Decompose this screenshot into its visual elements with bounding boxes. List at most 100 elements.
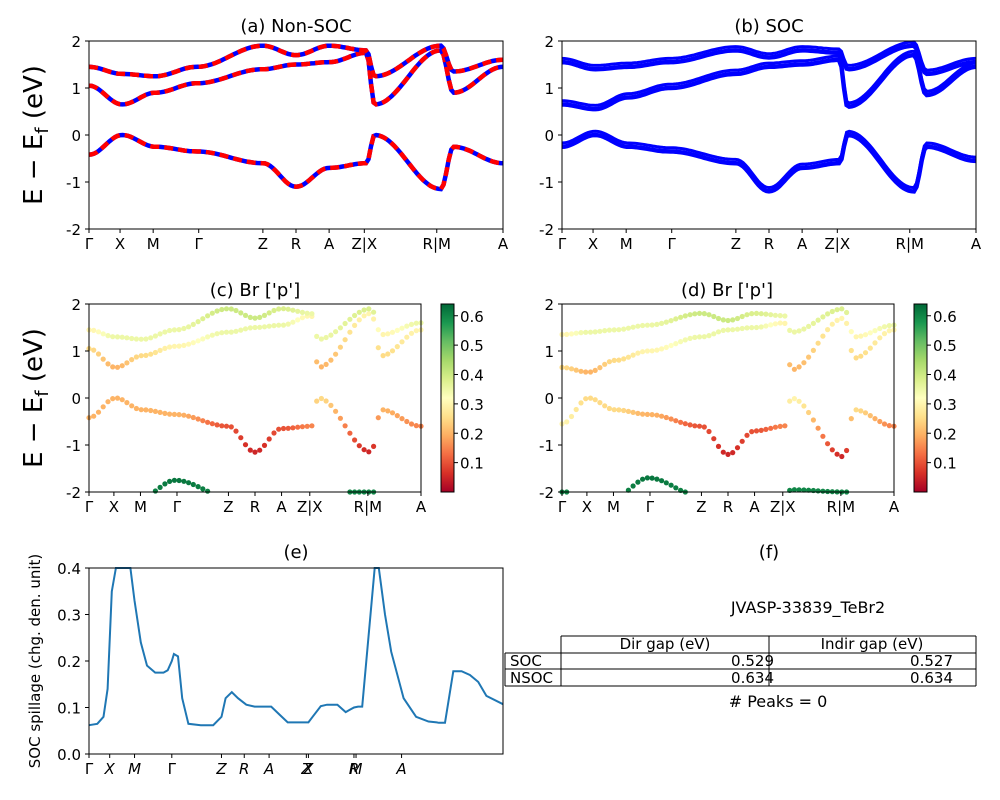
panel-c-band-point: [247, 447, 253, 453]
panel-d-band-point: [739, 438, 745, 444]
panel-d-band-point: [625, 408, 632, 414]
panel-c-band-point: [171, 411, 177, 417]
panel-c-band-point: [181, 478, 187, 484]
panel-a-ytick-label: 0: [71, 127, 81, 145]
panel-c-band-point: [304, 423, 310, 429]
panel-e-ytick-label: 0.2: [57, 653, 81, 671]
panel-d-band-point: [625, 354, 632, 360]
panel-c-band-point: [371, 443, 377, 449]
panel-c-band-point: [366, 311, 372, 317]
panel-d-band-point: [862, 410, 869, 416]
panel-c-band-point: [110, 364, 116, 370]
panel-c-band-point: [181, 342, 187, 348]
panel-d-band-point: [630, 409, 636, 415]
panel-c-band-point: [375, 415, 381, 421]
panel-c-xtick-label: M: [134, 498, 147, 516]
panel-c-band-point: [295, 317, 301, 323]
panel-d-band-point: [649, 322, 655, 328]
panel-c-band-point: [223, 329, 230, 335]
panel-d-colorbar: [913, 303, 928, 493]
panel-c-band-point: [152, 488, 158, 494]
panel-c-ytick-label: 2: [71, 296, 81, 314]
panel-b-xtick-label: A: [797, 235, 808, 253]
panel-c-band-point: [157, 484, 163, 490]
panel-c-band-point: [124, 335, 130, 341]
panel-f-title: (f): [759, 542, 779, 563]
panel-b-band-line-split: [561, 40, 977, 72]
panel-d-band-point: [568, 413, 575, 420]
panel-d-xtick-label: R|M: [827, 498, 855, 516]
panel-c-band-point: [242, 442, 249, 448]
panel-c-band-point: [171, 327, 177, 333]
panel-d-band-point: [730, 327, 736, 333]
panel-c-band-point: [162, 481, 168, 487]
panel-c-xtick-label: X: [109, 498, 119, 516]
panel-d-band-point: [663, 319, 669, 325]
panel-d-band-point: [573, 406, 579, 413]
panel-a-title: (a) Non-SOC: [240, 16, 351, 37]
panel-d-cbar-tick-label: 0.1: [933, 455, 957, 473]
panel-c-band-point: [385, 408, 391, 414]
panel-d-band-point: [782, 320, 788, 326]
panel-d-band-point: [706, 333, 712, 339]
panel-d-band-point: [753, 428, 760, 434]
panel-d-band-point: [568, 331, 575, 337]
panel-f-peaks: # Peaks = 0: [729, 692, 828, 711]
panel-d-band-point: [706, 428, 712, 435]
panel-d-band-point: [678, 339, 684, 345]
panel-c-cbar-tick-label: 0.4: [460, 367, 484, 385]
panel-c-band-point: [261, 312, 268, 318]
panel-d-band-point: [844, 309, 850, 316]
panel-d-band-point: [872, 416, 878, 422]
panel-c-xtick-label: R: [250, 498, 260, 516]
panel-c-band-point: [394, 327, 400, 333]
panel-d-band-point: [867, 413, 873, 419]
panel-d-cbar-tick-label: 0.4: [933, 367, 957, 385]
panel-c-band-point: [280, 425, 287, 432]
panel-e-xtick-label: Γ: [168, 760, 177, 778]
panel-c-band-point: [318, 395, 324, 402]
panel-c-band-point: [95, 329, 102, 335]
panel-d-ytick-label: -2: [539, 484, 554, 502]
panel-c-band-point: [171, 477, 177, 483]
panel-d-band-point: [711, 331, 717, 337]
panel-d-band-point: [749, 325, 755, 331]
panel-d-band-point: [820, 433, 826, 439]
panel-c-band-point: [91, 413, 97, 419]
panel-d-band-point: [872, 328, 878, 334]
panel-c-band-point: [152, 349, 158, 356]
panel-d-band-point: [720, 327, 726, 333]
panel-c-band-point: [186, 341, 192, 347]
panel-d-band-point: [682, 313, 688, 319]
panel-c-band-point: [333, 351, 339, 357]
panel-c-band-point: [162, 329, 168, 335]
panel-c-ytick-label: 0: [71, 390, 81, 408]
panel-b-ticks: -2 -1 0 1 2 Γ X M Γ Z R A Z|X R|M A: [539, 33, 982, 253]
panel-c-band-point: [366, 449, 372, 455]
panel-c-band-point: [266, 323, 272, 329]
panel-b-band-line: [561, 43, 976, 77]
panel-c-cbar-tick-label: 0.3: [460, 396, 484, 414]
panel-c-band-point: [371, 309, 377, 315]
panel-c-colorbar-ticks: 0.1 0.2 0.3 0.4 0.5 0.6: [454, 308, 484, 473]
panel-c-colorbar: [440, 303, 455, 493]
panel-d-band-point: [654, 347, 660, 353]
panel-c-band-point: [299, 424, 305, 430]
panel-e-ytick-label: 0.3: [57, 607, 81, 625]
panel-f: (f) JVASP-33839_TeBr2 Dir gap (eV) Indir…: [504, 542, 977, 711]
panel-d-xtick-label: Z: [696, 498, 706, 516]
panel-d-band-point: [678, 314, 684, 320]
panel-c-band-point: [138, 336, 144, 342]
panel-d-band-point: [815, 488, 821, 494]
panel-c-band-point: [413, 328, 419, 334]
panel-c-band-point: [380, 331, 386, 338]
panel-c-band-point: [148, 407, 154, 414]
panel-c-band-point: [337, 415, 343, 421]
panel-c-xtick-label: Z: [223, 498, 233, 516]
panel-d-band-point: [877, 325, 883, 332]
panel-c-band-point: [110, 396, 116, 402]
panel-d-band-point: [825, 327, 831, 333]
panel-d-band-point: [829, 447, 835, 453]
panel-d-band-point: [815, 425, 821, 431]
